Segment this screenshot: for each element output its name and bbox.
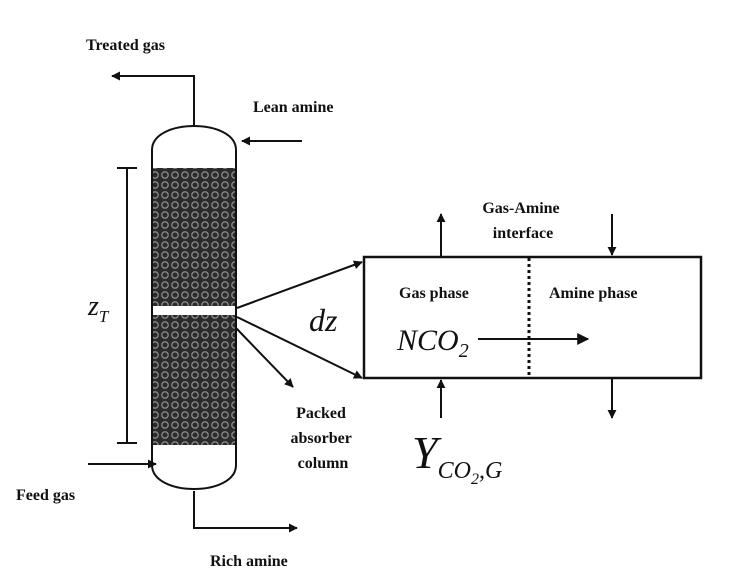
dz-link-bottom xyxy=(236,316,363,379)
gas-phase-label: Gas phase xyxy=(399,285,469,302)
dz-link-top xyxy=(236,260,363,309)
rich-amine-arrow xyxy=(193,491,298,533)
height-dimension xyxy=(117,167,137,444)
packing-bed-upper xyxy=(153,168,235,306)
packed-column-label: Packed absorber column xyxy=(290,405,355,472)
gas-amine-interface-label: Gas-Amine interface xyxy=(482,200,563,242)
feed-gas-label: Feed gas xyxy=(16,487,75,504)
height-label: zT xyxy=(87,291,110,326)
flux-label: NCO2 xyxy=(396,324,469,362)
packing-bed-lower xyxy=(153,315,235,445)
lean-amine-label: Lean amine xyxy=(253,99,333,116)
rich-amine-label: Rich amine xyxy=(210,553,288,570)
differential-element-box xyxy=(362,255,703,380)
dz-label: dz xyxy=(309,302,338,338)
gas-mole-fraction-label: YCO2,G xyxy=(412,427,502,488)
treated-gas-label: Treated gas xyxy=(86,37,165,54)
treated-gas-outlet xyxy=(111,71,195,126)
packed-column-pointer xyxy=(235,327,294,388)
amine-phase-label: Amine phase xyxy=(549,285,637,302)
absorber-column xyxy=(151,125,237,490)
